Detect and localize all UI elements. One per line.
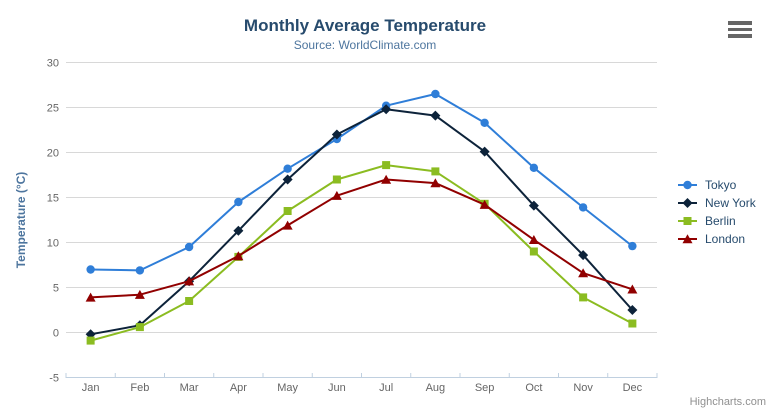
legend-marker-circle-icon [678, 180, 697, 190]
data-point-london-apr[interactable] [233, 251, 244, 261]
data-point-london-feb[interactable] [134, 289, 145, 299]
y-tick-label: 25 [47, 103, 59, 115]
data-point-london-jul[interactable] [381, 174, 392, 184]
x-tick-label: Nov [573, 382, 593, 394]
legend-label: Berlin [705, 214, 736, 228]
x-tick-label: Sep [475, 382, 495, 394]
legend-marker-square-icon [678, 217, 697, 225]
data-point-new-york-oct[interactable] [528, 200, 539, 211]
series-london[interactable] [85, 174, 638, 302]
data-point-berlin-jul[interactable] [382, 161, 391, 170]
legend-label: New York [705, 196, 756, 210]
data-point-tokyo-sep[interactable] [480, 118, 489, 128]
series-tokyo[interactable] [86, 89, 637, 275]
data-point-berlin-dec[interactable] [628, 319, 637, 328]
y-gridlines [66, 62, 657, 378]
series-line-berlin [89, 164, 634, 342]
export-menu-button[interactable] [728, 21, 753, 38]
data-point-new-york-dec[interactable] [627, 305, 638, 315]
data-point-new-york-aug[interactable] [430, 110, 441, 121]
data-point-new-york-may[interactable] [282, 174, 293, 185]
y-axis-labels: -5 0 5 10 15 20 25 30 [47, 58, 59, 385]
x-tick-label: Oct [525, 382, 542, 394]
series-line-tokyo [89, 93, 634, 272]
legend-label: Tokyo [705, 178, 737, 192]
data-point-london-nov[interactable] [578, 268, 589, 278]
data-point-tokyo-aug[interactable] [431, 89, 440, 99]
x-tick-label: Apr [230, 382, 247, 394]
data-point-berlin-mar[interactable] [185, 297, 194, 305]
y-tick-label: 15 [47, 193, 59, 205]
chart-title: Monthly Average Temperature [243, 16, 487, 35]
series-line-new-york [89, 108, 634, 336]
data-point-berlin-jun[interactable] [332, 175, 341, 184]
y-tick-label: 10 [47, 238, 59, 250]
x-tick-label: Feb [130, 382, 149, 394]
x-axis [65, 373, 658, 378]
data-point-tokyo-jan[interactable] [86, 265, 95, 274]
y-tick-label: 20 [47, 148, 59, 160]
x-tick-label: Dec [623, 382, 643, 394]
data-point-tokyo-oct[interactable] [529, 163, 539, 172]
y-axis-title: Temperature (°C) [14, 172, 28, 269]
data-point-london-may[interactable] [282, 220, 293, 230]
data-point-berlin-may[interactable] [283, 207, 292, 215]
y-tick-label: 0 [53, 328, 59, 340]
data-point-london-aug[interactable] [430, 178, 441, 188]
legend-item-london[interactable]: London [677, 230, 756, 248]
data-point-london-jun[interactable] [331, 190, 342, 200]
data-point-new-york-nov[interactable] [578, 250, 589, 261]
data-point-new-york-jun[interactable] [331, 129, 342, 140]
data-point-new-york-jul[interactable] [381, 104, 392, 115]
data-point-tokyo-dec[interactable] [628, 241, 637, 251]
data-point-berlin-nov[interactable] [579, 293, 588, 302]
x-tick-label: Mar [180, 382, 199, 394]
highcharts-credit-link[interactable]: Highcharts.com [689, 396, 766, 408]
data-point-london-oct[interactable] [528, 235, 539, 244]
data-point-tokyo-may[interactable] [283, 164, 292, 173]
data-point-london-jan[interactable] [85, 292, 96, 302]
y-tick-label: -5 [49, 373, 59, 385]
data-point-new-york-sep[interactable] [479, 146, 490, 157]
data-point-tokyo-feb[interactable] [135, 266, 145, 275]
series-new-york[interactable] [85, 104, 638, 340]
x-axis-labels: Jan Feb Mar Apr May Jun Jul Aug Sep Oct Nov Dec [82, 382, 643, 394]
legend-item-new-york[interactable]: New York [677, 194, 756, 212]
hamburger-menu-icon [728, 21, 752, 25]
x-tick-label: Aug [426, 382, 446, 394]
data-point-tokyo-nov[interactable] [578, 203, 588, 212]
legend: Tokyo New York Berlin London [677, 176, 756, 248]
legend-marker-triangle-icon [678, 234, 697, 244]
legend-item-berlin[interactable]: Berlin [677, 212, 756, 230]
x-tick-label: May [277, 382, 298, 394]
legend-marker-diamond-icon [678, 198, 697, 208]
y-tick-label: 5 [53, 283, 59, 295]
legend-item-tokyo[interactable]: Tokyo [677, 176, 756, 194]
data-point-tokyo-mar[interactable] [184, 242, 194, 252]
data-point-berlin-aug[interactable] [431, 167, 440, 176]
data-point-berlin-oct[interactable] [529, 247, 538, 256]
data-point-berlin-jan[interactable] [86, 336, 95, 345]
x-tick-label: Jan [82, 382, 100, 394]
y-tick-label: 30 [47, 58, 59, 70]
data-point-new-york-apr[interactable] [233, 225, 244, 236]
series-line-london [89, 178, 634, 299]
data-point-london-dec[interactable] [627, 284, 638, 294]
chart-subtitle: Source: WorldClimate.com [293, 38, 437, 52]
x-tick-label: Jul [379, 382, 393, 394]
x-tick-label: Jun [328, 382, 346, 394]
data-point-london-sep[interactable] [479, 199, 490, 209]
data-point-tokyo-apr[interactable] [234, 197, 243, 207]
data-point-berlin-feb[interactable] [135, 323, 144, 332]
legend-label: London [705, 232, 746, 246]
data-point-london-mar[interactable] [184, 276, 195, 286]
